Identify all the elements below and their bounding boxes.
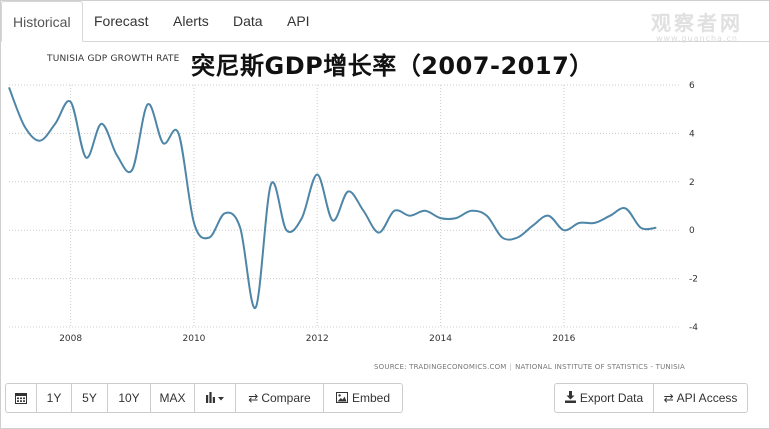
y-tick-label: -4 bbox=[689, 323, 698, 333]
data-point bbox=[161, 141, 165, 145]
data-point bbox=[300, 216, 304, 220]
y-tick-label: 2 bbox=[689, 178, 695, 188]
range-max-button[interactable]: MAX bbox=[150, 383, 195, 413]
data-point bbox=[192, 221, 196, 225]
data-point bbox=[362, 209, 366, 213]
export-label: Export Data bbox=[579, 391, 644, 405]
x-tick-label: 2012 bbox=[306, 334, 329, 344]
watermark-main: 观察者网 bbox=[651, 11, 743, 35]
tab-historical[interactable]: Historical bbox=[1, 1, 83, 42]
data-point bbox=[408, 214, 412, 218]
api-label: API Access bbox=[676, 391, 738, 405]
source-note: SOURCE: TRADINGECONOMICS.COM | NATIONAL IN… bbox=[374, 363, 685, 371]
data-point bbox=[7, 85, 11, 89]
data-point bbox=[469, 209, 473, 213]
data-point bbox=[284, 228, 288, 232]
embed-button[interactable]: Embed bbox=[323, 383, 403, 413]
image-icon bbox=[335, 392, 348, 403]
data-point bbox=[177, 131, 181, 135]
data-point bbox=[22, 124, 26, 128]
line-chart: 6 4 2 0 -2 -4 2008 2010 2012 2014 2016 bbox=[7, 81, 698, 344]
data-point bbox=[207, 236, 211, 240]
y-tick-label: 6 bbox=[689, 81, 695, 91]
y-tick-label: 4 bbox=[689, 129, 695, 139]
range-10y-button[interactable]: 10Y bbox=[107, 383, 151, 413]
series-line-0 bbox=[8, 87, 657, 309]
calendar-button[interactable] bbox=[5, 383, 37, 413]
y-tick-label: 0 bbox=[689, 226, 695, 236]
data-point bbox=[624, 206, 628, 210]
download-icon bbox=[564, 391, 576, 403]
data-point bbox=[654, 226, 658, 230]
data-point bbox=[577, 221, 581, 225]
x-tick-label: 2010 bbox=[183, 334, 206, 344]
tab-alerts[interactable]: Alerts bbox=[173, 13, 209, 29]
data-point bbox=[84, 156, 88, 160]
data-point bbox=[254, 306, 258, 310]
range-5y-button[interactable]: 5Y bbox=[71, 383, 108, 413]
data-point bbox=[562, 228, 566, 232]
data-point bbox=[130, 168, 134, 172]
y-tick-label: -2 bbox=[689, 275, 698, 285]
data-point bbox=[331, 219, 335, 223]
data-point bbox=[146, 102, 150, 106]
caret-down-icon bbox=[218, 397, 224, 401]
watermark-logo: 观察者网 www.guancha.cn bbox=[651, 7, 743, 43]
data-point bbox=[516, 236, 520, 240]
data-point bbox=[485, 214, 489, 218]
data-point bbox=[392, 209, 396, 213]
data-point bbox=[69, 100, 73, 104]
export-data-button[interactable]: Export Data bbox=[554, 383, 654, 413]
overlay-title: 突尼斯GDP增长率（2007-2017） bbox=[191, 52, 594, 80]
embed-label: Embed bbox=[351, 391, 391, 405]
data-point bbox=[238, 226, 242, 230]
source-left: SOURCE: TRADINGECONOMICS.COM bbox=[374, 363, 507, 371]
compare-label: Compare bbox=[261, 391, 311, 405]
data-point bbox=[500, 236, 504, 240]
x-tick-label: 2016 bbox=[552, 334, 575, 344]
tab-api[interactable]: API bbox=[287, 13, 310, 29]
x-tick-label: 2014 bbox=[429, 334, 452, 344]
data-point bbox=[269, 182, 273, 186]
x-tick-label: 2008 bbox=[59, 334, 82, 344]
chart-type-button[interactable] bbox=[194, 383, 236, 413]
compare-button[interactable]: ⇄ Compare bbox=[235, 383, 324, 413]
tab-data[interactable]: Data bbox=[233, 13, 263, 29]
bar-chart-icon bbox=[206, 392, 224, 403]
calendar-icon bbox=[15, 393, 27, 404]
data-point bbox=[439, 216, 443, 220]
data-point bbox=[346, 190, 350, 194]
api-access-button[interactable]: ⇄ API Access bbox=[653, 383, 748, 413]
data-point bbox=[115, 153, 119, 157]
tab-forecast[interactable]: Forecast bbox=[94, 13, 149, 29]
data-point bbox=[546, 214, 550, 218]
data-point bbox=[593, 221, 597, 225]
exchange-icon: ⇄ bbox=[663, 391, 674, 405]
data-point bbox=[223, 211, 227, 215]
tab-bar: Historical Forecast Alerts Data API bbox=[1, 1, 769, 42]
chart-title: TUNISIA GDP GROWTH RATE bbox=[47, 54, 180, 64]
source-right: NATIONAL INSTITUTE OF STATISTICS - TUNIS… bbox=[515, 363, 685, 371]
data-point bbox=[608, 214, 612, 218]
data-point bbox=[377, 231, 381, 235]
data-point bbox=[454, 216, 458, 220]
watermark-sub: www.guancha.cn bbox=[656, 34, 738, 43]
shuffle-icon: ⇄ bbox=[248, 391, 259, 405]
data-point bbox=[38, 139, 42, 143]
range-1y-button[interactable]: 1Y bbox=[36, 383, 72, 413]
data-point bbox=[315, 173, 319, 177]
data-point bbox=[100, 122, 104, 126]
data-point bbox=[531, 223, 535, 227]
data-point bbox=[53, 122, 57, 126]
data-point bbox=[423, 209, 427, 213]
data-point bbox=[639, 226, 643, 230]
